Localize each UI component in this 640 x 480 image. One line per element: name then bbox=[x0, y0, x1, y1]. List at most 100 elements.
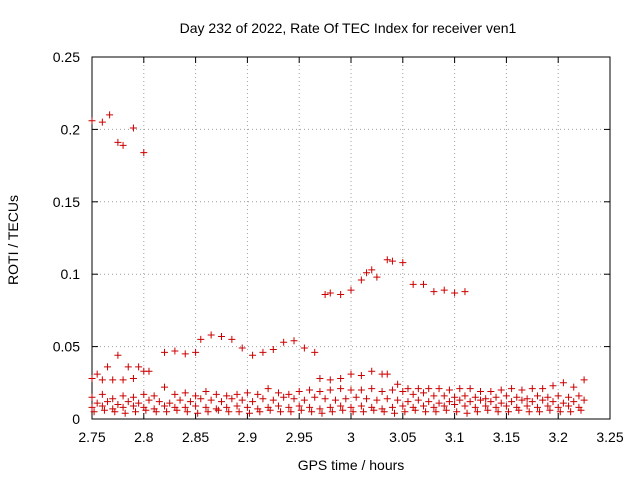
data-point bbox=[249, 398, 257, 406]
data-point bbox=[285, 390, 293, 398]
data-point bbox=[549, 382, 557, 390]
y-axis-label: ROTI / TECUs bbox=[5, 195, 21, 285]
data-point bbox=[259, 348, 267, 356]
data-point bbox=[306, 403, 314, 411]
data-point bbox=[181, 403, 189, 411]
data-point bbox=[518, 386, 526, 394]
data-point bbox=[559, 399, 567, 407]
data-point bbox=[121, 409, 129, 417]
data-point bbox=[337, 402, 345, 410]
data-point bbox=[124, 398, 132, 406]
data-point bbox=[152, 408, 160, 416]
data-point bbox=[173, 406, 181, 414]
data-point bbox=[359, 408, 367, 416]
data-point bbox=[518, 396, 526, 404]
data-point bbox=[214, 406, 222, 414]
x-tick-label: 2.75 bbox=[78, 429, 105, 445]
data-point bbox=[368, 266, 376, 274]
data-point bbox=[440, 286, 448, 294]
data-point bbox=[383, 256, 391, 264]
data-point bbox=[430, 288, 438, 296]
data-point bbox=[363, 269, 371, 277]
data-point bbox=[368, 367, 376, 375]
data-point bbox=[533, 392, 541, 400]
data-point bbox=[114, 351, 122, 359]
data-point bbox=[269, 396, 277, 404]
data-point bbox=[111, 408, 119, 416]
data-point bbox=[549, 398, 557, 406]
data-point bbox=[264, 385, 272, 393]
data-point bbox=[311, 393, 319, 401]
data-point bbox=[316, 405, 324, 413]
data-point bbox=[477, 387, 484, 395]
data-point bbox=[580, 396, 588, 404]
data-point bbox=[254, 390, 262, 398]
data-point bbox=[352, 393, 360, 401]
data-point bbox=[414, 396, 422, 404]
series-6 bbox=[93, 393, 588, 409]
data-point bbox=[492, 393, 500, 401]
data-point bbox=[473, 408, 481, 416]
data-point bbox=[181, 350, 189, 358]
data-point bbox=[414, 385, 422, 393]
data-point bbox=[368, 385, 376, 393]
data-point bbox=[274, 402, 282, 410]
data-point bbox=[357, 276, 365, 284]
data-point bbox=[243, 403, 251, 411]
y-tick-label: 0.15 bbox=[53, 194, 80, 210]
data-point bbox=[192, 392, 200, 400]
chart-title: Day 232 of 2022, Rate Of TEC Index for r… bbox=[180, 20, 517, 36]
data-point bbox=[207, 331, 215, 339]
data-point bbox=[580, 376, 588, 384]
data-point bbox=[88, 117, 96, 125]
data-point bbox=[161, 348, 169, 356]
data-point bbox=[238, 344, 246, 352]
data-point bbox=[508, 398, 516, 406]
data-point bbox=[430, 403, 438, 411]
data-point bbox=[285, 403, 293, 411]
data-point bbox=[411, 406, 419, 414]
data-point bbox=[104, 398, 112, 406]
data-point bbox=[166, 399, 174, 407]
data-point bbox=[223, 392, 231, 400]
data-point bbox=[318, 409, 326, 417]
data-point bbox=[504, 408, 512, 416]
data-point bbox=[575, 392, 583, 400]
data-point bbox=[528, 385, 536, 393]
data-point bbox=[559, 379, 567, 387]
data-point bbox=[565, 402, 573, 410]
data-point bbox=[321, 290, 329, 298]
data-point bbox=[194, 409, 202, 417]
data-points bbox=[88, 111, 588, 417]
data-point bbox=[445, 398, 453, 406]
data-point bbox=[461, 402, 469, 410]
data-point bbox=[373, 396, 381, 404]
data-point bbox=[466, 398, 474, 406]
series-5 bbox=[88, 383, 583, 403]
data-point bbox=[129, 374, 137, 382]
data-point bbox=[326, 376, 334, 384]
data-point bbox=[192, 402, 200, 410]
data-point bbox=[228, 335, 236, 343]
data-point bbox=[463, 409, 471, 417]
data-point bbox=[554, 403, 562, 411]
data-point bbox=[502, 402, 510, 410]
data-point bbox=[274, 389, 282, 397]
data-point bbox=[88, 403, 96, 411]
data-point bbox=[337, 290, 345, 298]
data-point bbox=[339, 406, 347, 414]
data-point bbox=[243, 389, 251, 397]
data-point bbox=[399, 402, 407, 410]
data-point bbox=[238, 396, 246, 404]
data-point bbox=[409, 390, 417, 398]
data-point bbox=[357, 372, 365, 380]
data-point bbox=[308, 408, 316, 416]
data-point bbox=[300, 344, 308, 352]
data-point bbox=[577, 406, 585, 414]
data-point bbox=[347, 403, 355, 411]
data-point bbox=[556, 408, 564, 416]
data-point bbox=[391, 409, 399, 417]
data-point bbox=[132, 408, 140, 416]
data-point bbox=[422, 408, 430, 416]
